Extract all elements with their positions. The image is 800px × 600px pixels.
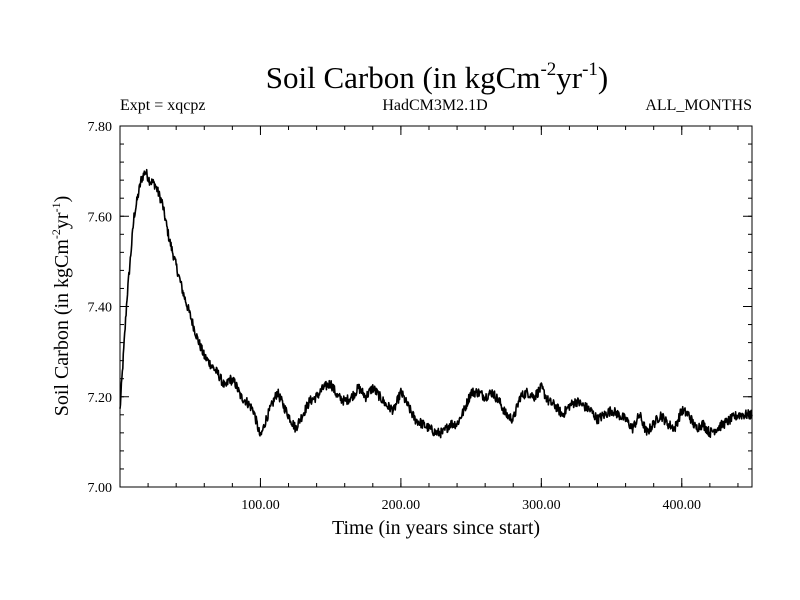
series-line-soil-carbon — [119, 168, 753, 439]
y-tick-label: 7.80 — [88, 120, 113, 135]
x-axis-title: Time (in years since start) — [332, 517, 540, 539]
x-tick-label: 400.00 — [663, 498, 702, 513]
y-axis-title: Soil Carbon (in kgCm-2yr-1) — [49, 196, 73, 417]
x-tick-label: 200.00 — [382, 498, 421, 513]
axis-ticks: 100.00 200.00 300.00 400.00 7.00 7.20 7.40 7.60… — [88, 120, 752, 513]
y-tick-label: 7.60 — [88, 210, 113, 225]
x-tick-label: 100.00 — [241, 498, 280, 513]
plot-frame — [119, 125, 753, 488]
model-label: HadCM3M2.1D — [382, 97, 487, 114]
experiment-label: Expt = xqcpz — [120, 97, 205, 114]
y-tick-label: 7.00 — [88, 481, 113, 496]
series-layer — [119, 168, 753, 439]
months-label: ALL_MONTHS — [645, 97, 752, 114]
chart-title: Soil Carbon (in kgCm-2yr-1) — [266, 59, 609, 95]
x-tick-label: 300.00 — [522, 498, 561, 513]
y-tick-label: 7.20 — [88, 391, 113, 406]
y-tick-label: 7.40 — [88, 301, 113, 316]
